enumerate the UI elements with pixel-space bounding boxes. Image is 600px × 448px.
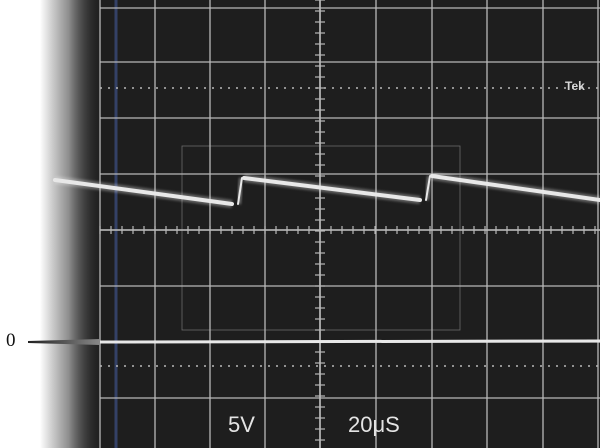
- volts-per-div-label: 5V: [228, 412, 255, 437]
- sawtooth-segment-2: [242, 176, 422, 202]
- sawtooth-edge-2: [425, 175, 431, 201]
- sawtooth-edge-1: [237, 177, 243, 205]
- zero-level-label: 0: [6, 330, 16, 351]
- grid-inner-box: [181, 145, 461, 331]
- screen-left-edge: [40, 0, 104, 448]
- traces: [53, 172, 600, 346]
- sawtooth-segment-1: [53, 178, 234, 206]
- time-per-div-label: 20μS: [348, 412, 400, 437]
- sawtooth-segment-3: [430, 174, 600, 202]
- graticule: [99, 0, 600, 448]
- brand-label: Tek: [565, 79, 585, 93]
- zero-level-marker: [28, 339, 100, 345]
- zero-baseline-trace: [98, 339, 600, 344]
